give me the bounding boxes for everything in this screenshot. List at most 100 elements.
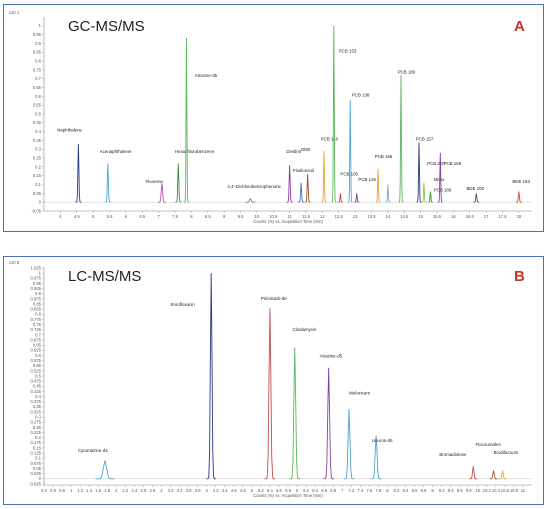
y-tick-label: 0.7	[35, 332, 41, 337]
peak-trace	[331, 25, 337, 203]
x-tick-label: 7	[341, 488, 344, 493]
y-tick-label: 0.875	[31, 296, 42, 301]
y-tick-label: 0.65	[33, 343, 42, 348]
peak-label: Clindamycin	[293, 327, 317, 332]
peak-label: BDE 153	[512, 179, 530, 184]
peak-trace	[175, 163, 182, 203]
peak-trace	[321, 151, 327, 203]
peak-trace	[289, 347, 301, 480]
peak-label: PCB 156	[375, 154, 393, 159]
x-tick-label: 7	[157, 214, 160, 219]
x-tick-label: 8	[190, 214, 193, 219]
peak-trace	[104, 163, 111, 203]
x-tick-label: 1.8	[104, 488, 110, 493]
x-tick-label: 9.5	[238, 214, 244, 219]
y-tick-label: 0.225	[31, 430, 42, 435]
y-tick-label: 0.5	[35, 373, 41, 378]
y-tick-label: 1	[39, 271, 42, 276]
peak-trace	[347, 99, 353, 203]
x-tick-label: 16.5	[466, 214, 475, 219]
y-tick-label: 0.75	[33, 67, 42, 72]
peak-trace	[343, 408, 355, 480]
y-tick-label: 0.25	[33, 425, 42, 430]
x-tick-label: 10.5	[269, 214, 278, 219]
x-tick-label: 17.5	[498, 214, 507, 219]
y-tick-label: -0.025	[29, 481, 42, 486]
panel-letter: A	[514, 18, 525, 35]
x-tick-label: 11	[521, 488, 526, 493]
x-tick-label: 0.6	[50, 488, 56, 493]
x-tick-label: 16	[451, 214, 456, 219]
y-tick-label: 0.15	[33, 445, 42, 450]
x-tick-label: 2	[115, 488, 118, 493]
x-axis-title: Counts (%) vs. Acquisition Time (min)	[253, 219, 323, 224]
peak-label: Brodifacoum	[494, 450, 519, 455]
y-tick-label: 0.35	[33, 404, 42, 409]
x-tick-label: 9	[431, 488, 434, 493]
peak-trace	[421, 182, 427, 203]
x-tick-label: 8.5	[205, 214, 211, 219]
x-tick-label: 6.8	[330, 488, 336, 493]
peak-label: PCB 180	[398, 69, 416, 74]
y-tick-label: 0.3	[35, 415, 41, 420]
peak-trace	[75, 143, 82, 203]
x-tick-label: 9	[223, 214, 226, 219]
x-tick-label: 6.2	[303, 488, 309, 493]
x-tick-label: 10.4	[492, 488, 501, 493]
y-tick-label: 0.2	[35, 164, 41, 169]
x-tick-label: 6	[296, 488, 299, 493]
y-tick-label: 0.425	[31, 389, 42, 394]
y-tick-label: 0.55	[33, 363, 42, 368]
peak-trace	[469, 466, 478, 480]
peak-label: 4,4'-Dichlorobenzophenone	[227, 184, 281, 189]
x-tick-label: 5	[251, 488, 254, 493]
x-tick-label: 18	[517, 214, 522, 219]
peak-trace	[298, 182, 305, 203]
x-tick-label: 2.6	[140, 488, 146, 493]
chart-title: LC-MS/MS	[68, 268, 141, 285]
x-tick-label: 7.8	[375, 488, 381, 493]
y-tick-label: 0.35	[33, 138, 42, 143]
y-tick-label: 0.15	[33, 173, 42, 178]
x-tick-label: 5.5	[107, 214, 113, 219]
peak-label: Flocoumafen	[476, 442, 502, 447]
peak-label: Pirimicarb-d6	[261, 296, 287, 301]
y-tick-label: 0.9	[35, 291, 41, 296]
x-tick-label: 5.4	[267, 488, 273, 493]
peak-label: PCB 118	[321, 136, 339, 141]
x-axis-title: Counts (%) vs. Acquisition Time (min)	[253, 493, 323, 498]
x-tick-label: 3	[160, 488, 163, 493]
x-tick-label: 14	[386, 214, 391, 219]
y-tick-label: 0.6	[35, 353, 41, 358]
x-tick-label: 9.8	[466, 488, 472, 493]
y-tick-label: 0.05	[33, 466, 42, 471]
peak-label: PCB 200	[427, 161, 445, 166]
peak-label: Fludioxonil	[293, 168, 314, 173]
peak-trace	[428, 191, 433, 203]
x-tick-label: 8	[386, 488, 389, 493]
x-tick-label: 6.6	[321, 488, 327, 493]
y-tick-label: 0.575	[31, 358, 42, 363]
y-tick-label: 0.95	[33, 281, 42, 286]
x-tick-label: 3.2	[168, 488, 174, 493]
panel-letter: B	[514, 268, 525, 285]
y-tick-label: 0.4	[35, 394, 41, 399]
peak-trace	[398, 75, 404, 203]
peak-trace	[437, 152, 443, 203]
peak-label: Acenaphthalene	[100, 149, 132, 154]
y-tick-label: 0.475	[31, 379, 42, 384]
x-tick-label: 10	[475, 488, 480, 493]
x-tick-label: 12	[320, 214, 325, 219]
y-tick-label: 0.25	[33, 155, 42, 160]
y-tick-label: 0.45	[33, 384, 42, 389]
y-tick-label: 0.775	[31, 317, 42, 322]
x-tick-label: 4.4	[222, 488, 228, 493]
peak-label: Enrofloxacin	[171, 302, 196, 307]
x-tick-label: 10.6	[501, 488, 510, 493]
y-tick-label: 0.025	[31, 471, 42, 476]
x-tick-label: 10.2	[483, 488, 492, 493]
peak-trace	[375, 168, 381, 203]
y-tick-label: 0.55	[33, 103, 42, 108]
